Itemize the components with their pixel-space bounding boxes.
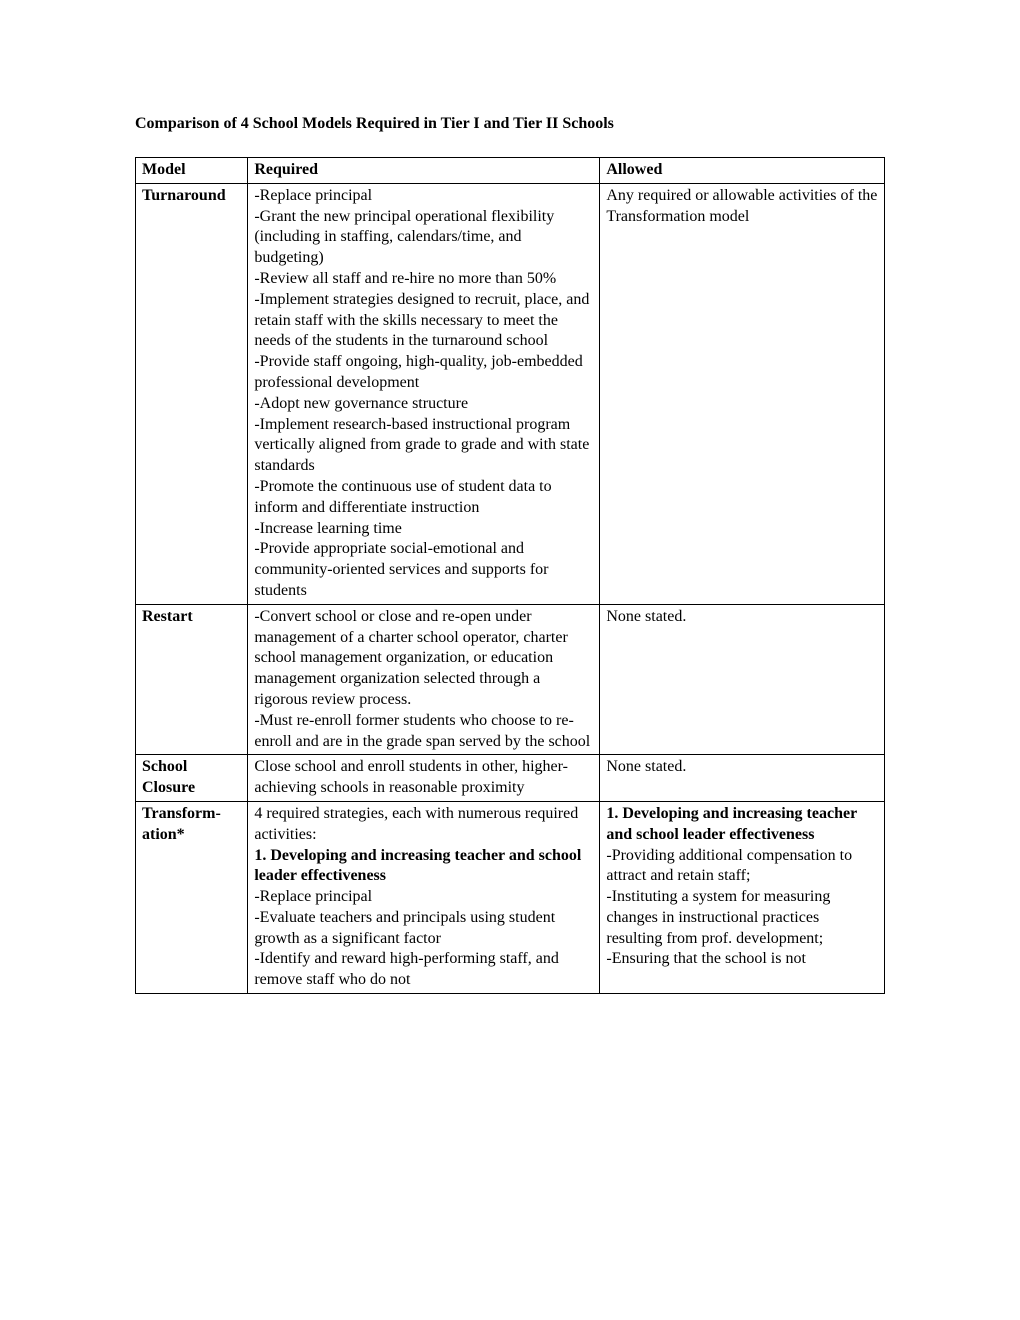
document-title: Comparison of 4 School Models Required i… bbox=[135, 115, 885, 133]
closure-model: School Closure bbox=[136, 755, 248, 802]
req-line: -Implement strategies designed to recrui… bbox=[254, 291, 589, 350]
closure-required: Close school and enroll students in othe… bbox=[248, 755, 600, 802]
model-label-line: ation* bbox=[142, 826, 185, 843]
turnaround-required: -Replace principal -Grant the new princi… bbox=[248, 183, 600, 604]
model-label-line: School bbox=[142, 758, 187, 775]
closure-allowed: None stated. bbox=[600, 755, 885, 802]
transformation-required: 4 required strategies, each with numerou… bbox=[248, 801, 600, 993]
table-row-closure: School Closure Close school and enroll s… bbox=[136, 755, 885, 802]
restart-allowed: None stated. bbox=[600, 604, 885, 755]
req-heading: 1. Developing and increasing teacher and… bbox=[254, 847, 581, 885]
req-line: -Increase learning time bbox=[254, 520, 401, 537]
allowed-line: -Instituting a system for measuring chan… bbox=[606, 888, 830, 947]
model-label-line: Closure bbox=[142, 779, 195, 796]
req-line: -Identify and reward high-performing sta… bbox=[254, 950, 558, 988]
allowed-line: -Providing additional compensation to at… bbox=[606, 847, 852, 885]
req-line: -Adopt new governance structure bbox=[254, 395, 468, 412]
req-line: -Provide appropriate social-emotional an… bbox=[254, 540, 548, 599]
table-row-transformation: Transform- ation* 4 required strategies,… bbox=[136, 801, 885, 993]
restart-model: Restart bbox=[136, 604, 248, 755]
req-intro: 4 required strategies, each with numerou… bbox=[254, 805, 578, 843]
req-line: -Promote the continuous use of student d… bbox=[254, 478, 551, 516]
turnaround-model: Turnaround bbox=[136, 183, 248, 604]
transformation-model: Transform- ation* bbox=[136, 801, 248, 993]
req-line: -Provide staff ongoing, high-quality, jo… bbox=[254, 353, 582, 391]
model-label-line: Transform- bbox=[142, 805, 221, 822]
restart-required: -Convert school or close and re-open und… bbox=[248, 604, 600, 755]
req-line: -Replace principal bbox=[254, 888, 372, 905]
transformation-allowed: 1. Developing and increasing teacher and… bbox=[600, 801, 885, 993]
req-line: -Grant the new principal operational fle… bbox=[254, 208, 554, 267]
allowed-line: -Ensuring that the school is not bbox=[606, 950, 806, 967]
req-line: -Evaluate teachers and principals using … bbox=[254, 909, 555, 947]
header-allowed: Allowed bbox=[600, 158, 885, 184]
header-model: Model bbox=[136, 158, 248, 184]
req-line: -Convert school or close and re-open und… bbox=[254, 608, 567, 708]
turnaround-allowed: Any required or allowable activities of … bbox=[600, 183, 885, 604]
req-line: -Implement research-based instructional … bbox=[254, 416, 589, 475]
header-required: Required bbox=[248, 158, 600, 184]
req-line: -Review all staff and re-hire no more th… bbox=[254, 270, 556, 287]
table-header-row: Model Required Allowed bbox=[136, 158, 885, 184]
table-row-restart: Restart -Convert school or close and re-… bbox=[136, 604, 885, 755]
allowed-heading: 1. Developing and increasing teacher and… bbox=[606, 805, 857, 843]
req-line: -Replace principal bbox=[254, 187, 372, 204]
req-line: -Must re-enroll former students who choo… bbox=[254, 712, 590, 750]
table-row-turnaround: Turnaround -Replace principal -Grant the… bbox=[136, 183, 885, 604]
comparison-table: Model Required Allowed Turnaround -Repla… bbox=[135, 157, 885, 994]
